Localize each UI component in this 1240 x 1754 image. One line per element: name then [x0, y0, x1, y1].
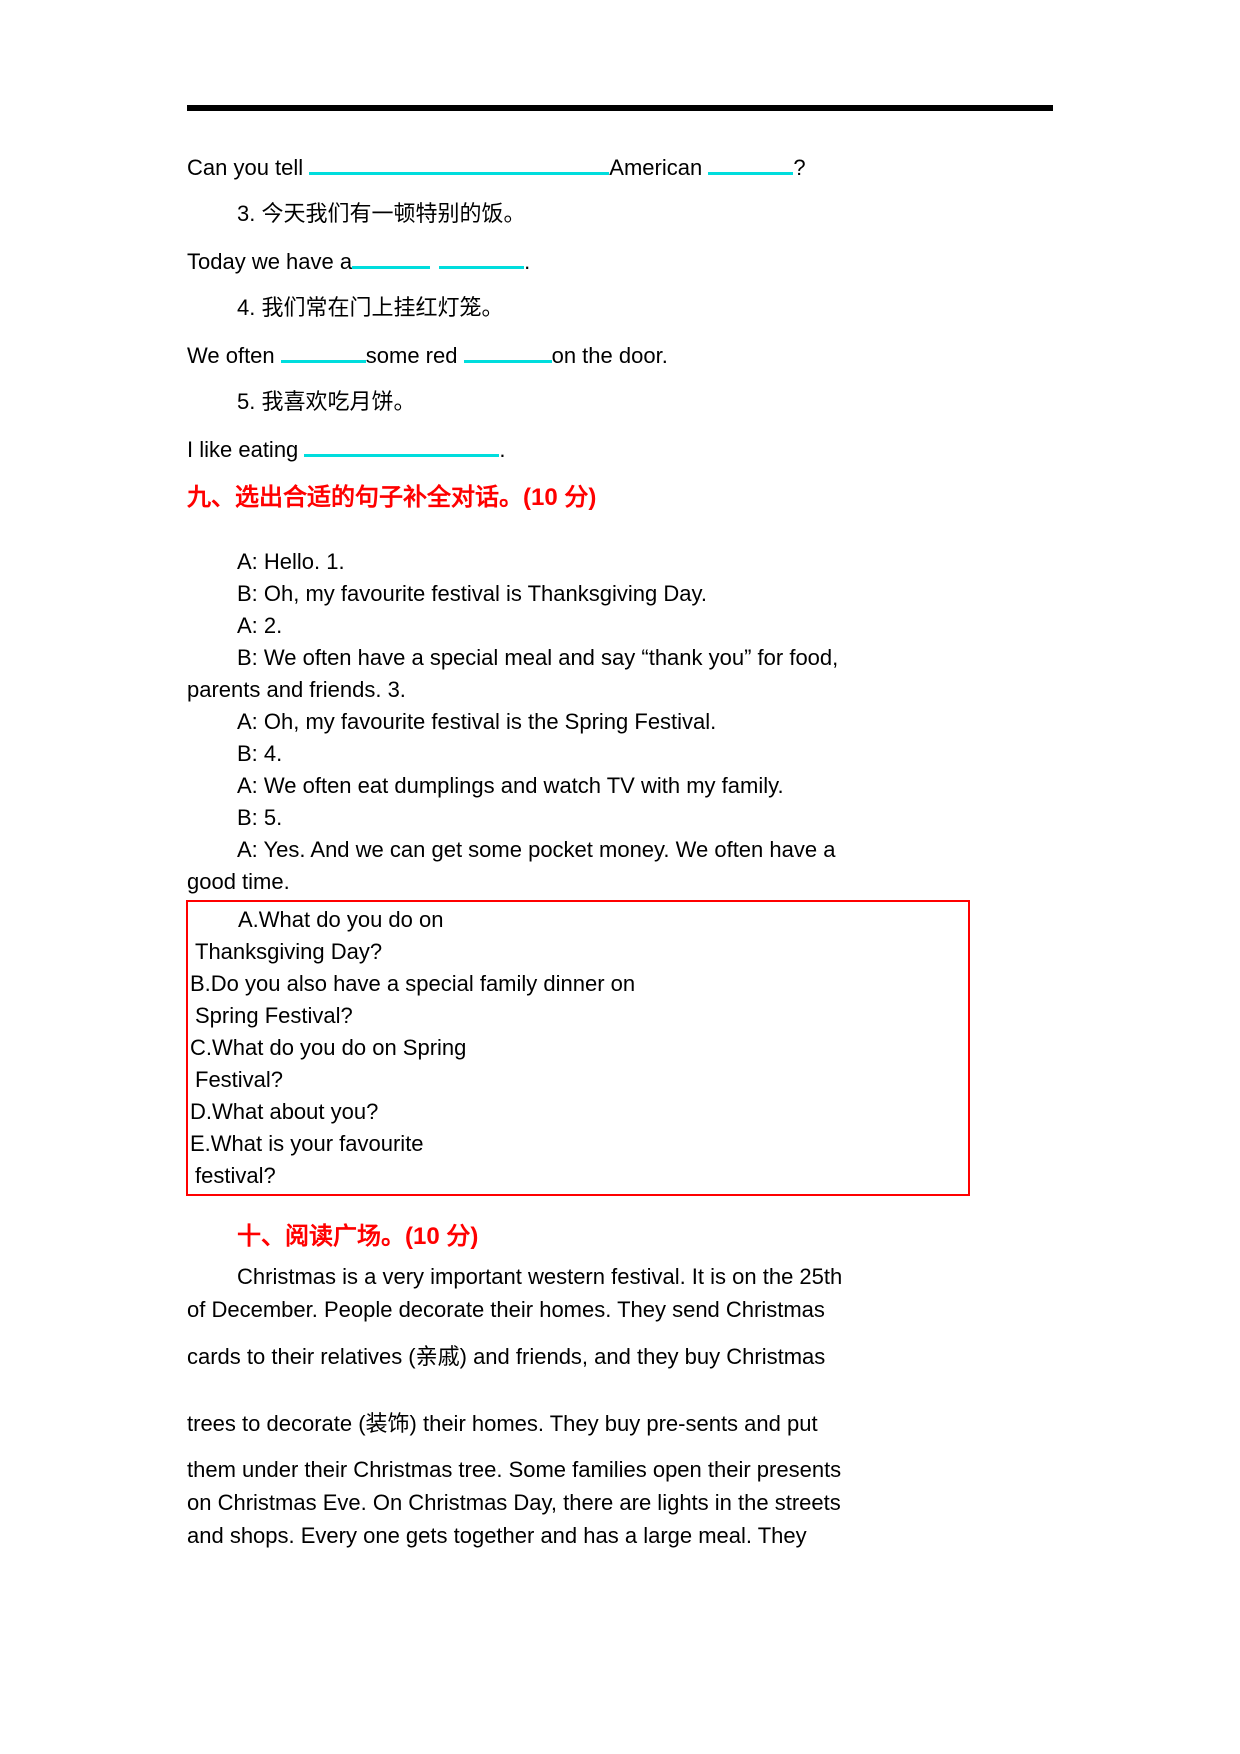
- answer-blank[interactable]: [280, 340, 366, 363]
- answer-blank[interactable]: [463, 340, 552, 363]
- dialogue-line: B: 4.: [237, 741, 283, 766]
- reading-passage: Christmas is a very important western fe…: [187, 1260, 987, 1552]
- answer-blank[interactable]: [304, 434, 500, 457]
- dialogue-line: A: Oh, my favourite festival is the Spri…: [237, 709, 717, 734]
- chinese-prompt-4: 4. 我们常在门上挂红灯笼。: [237, 295, 504, 320]
- dialogue-line: A: We often eat dumplings and watch TV w…: [237, 773, 784, 798]
- option-line: C.What do you do on Spring: [190, 1035, 467, 1060]
- passage-line: Christmas is a very important western fe…: [237, 1264, 843, 1289]
- sentence-2-end: ?: [793, 155, 806, 180]
- page-header-rule: [187, 105, 1053, 111]
- sentence-5-prefix: I like eating: [187, 437, 305, 462]
- sentence-4-prefix: We often: [187, 343, 281, 368]
- sentence-3-english: Today we have a.: [187, 246, 987, 276]
- chinese-prompt-3: 3. 今天我们有一顿特别的饭。: [237, 201, 526, 226]
- option-line-continuation: Thanksgiving Day?: [195, 939, 383, 964]
- dialogue-line: A: 2.: [237, 613, 283, 638]
- passage-line: and shops. Every one gets together and h…: [187, 1523, 807, 1548]
- dialogue-line: A: Hello. 1.: [237, 549, 345, 574]
- option-line-continuation: Festival?: [195, 1067, 284, 1092]
- passage-line: trees to decorate (装饰) their homes. They…: [187, 1411, 818, 1436]
- option-line-continuation: Spring Festival?: [195, 1003, 353, 1028]
- dialogue-block: A: Hello. 1. B: Oh, my favourite festiva…: [187, 546, 987, 898]
- test-paper-page: Can you tell American ? 3. 今天我们有一顿特别的饭。 …: [186, 152, 987, 1552]
- section-heading-10: 十、阅读广场。(10 分): [237, 1223, 479, 1250]
- answer-blank[interactable]: [352, 246, 431, 269]
- option-line: A.What do you do on: [238, 907, 444, 932]
- dialogue-line-continuation: parents and friends. 3.: [187, 677, 406, 702]
- dialogue-line-continuation: good time.: [187, 869, 290, 894]
- dialogue-line: B: 5.: [237, 805, 283, 830]
- sentence-2-prefix: Can you tell: [187, 155, 310, 180]
- option-line: B.Do you also have a special family dinn…: [190, 971, 636, 996]
- sentence-3-end: .: [524, 249, 531, 274]
- sentence-2-english: Can you tell American ?: [187, 152, 987, 182]
- dialogue-line: B: Oh, my favourite festival is Thanksgi…: [237, 581, 707, 606]
- answer-options-box: A.What do you do on Thanksgiving Day? B.…: [186, 900, 970, 1196]
- passage-line: on Christmas Eve. On Christmas Day, ther…: [187, 1490, 841, 1515]
- sentence-4-middle: some red: [365, 343, 464, 368]
- sentence-4-end: on the door.: [551, 343, 668, 368]
- passage-line: cards to their relatives (亲戚) and friend…: [187, 1344, 826, 1369]
- section-heading-9: 九、选出合适的句子补全对话。(10 分): [187, 484, 597, 511]
- answer-blank[interactable]: [708, 152, 794, 175]
- sentence-2-middle: American: [609, 155, 709, 180]
- dialogue-line: B: We often have a special meal and say …: [237, 645, 839, 670]
- passage-line: them under their Christmas tree. Some fa…: [187, 1457, 842, 1482]
- answer-blank[interactable]: [439, 246, 525, 269]
- option-line: E.What is your favourite: [190, 1131, 424, 1156]
- sentence-5-english: I like eating .: [187, 434, 987, 464]
- sentence-3-prefix: Today we have a: [187, 249, 353, 274]
- option-line-continuation: festival?: [195, 1163, 276, 1188]
- sentence-5-end: .: [499, 437, 506, 462]
- sentence-4-english: We often some red on the door.: [187, 340, 987, 370]
- answer-blank[interactable]: [309, 152, 610, 175]
- dialogue-line: A: Yes. And we can get some pocket money…: [237, 837, 836, 862]
- chinese-prompt-5: 5. 我喜欢吃月饼。: [237, 389, 416, 414]
- option-line: D.What about you?: [190, 1099, 379, 1124]
- passage-line: of December. People decorate their homes…: [187, 1297, 825, 1322]
